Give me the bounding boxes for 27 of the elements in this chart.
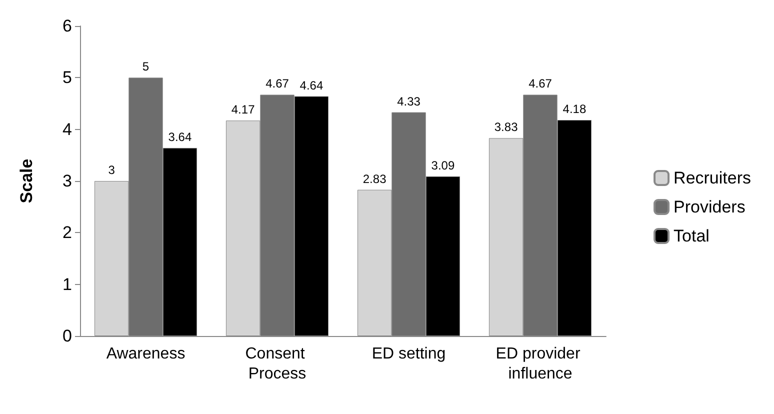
- data-label: 4.17: [231, 102, 256, 117]
- y-tick-label: 5: [62, 68, 72, 88]
- data-label: 4.67: [528, 76, 552, 91]
- legend-label: Recruiters: [674, 168, 752, 188]
- x-tick-label: ED provider influence: [496, 346, 585, 382]
- legend-label: Providers: [674, 198, 746, 216]
- y-tick-label: 1: [62, 274, 72, 294]
- y-tick-label: 4: [62, 120, 72, 139]
- data-label: 3: [108, 163, 116, 177]
- data-label: 5: [142, 60, 150, 74]
- y-tick-label: 0: [62, 326, 72, 346]
- x-tick-label: Awareness: [106, 346, 186, 362]
- data-label: 2.83: [362, 172, 387, 186]
- data-label: 4.64: [300, 78, 324, 92]
- data-label: 3.64: [168, 130, 192, 144]
- y-tick-label: 3: [62, 172, 72, 190]
- data-label: 4.67: [266, 76, 290, 91]
- x-tick-label: Consent Process: [245, 346, 310, 382]
- data-label: 4.33: [397, 94, 421, 108]
- y-tick-label: 2: [62, 223, 72, 242]
- y-axis-title: Scale: [17, 158, 36, 204]
- y-tick-label: 6: [62, 16, 72, 36]
- x-tick-label: ED setting: [372, 346, 446, 362]
- legend-label: Total: [674, 226, 710, 246]
- data-label: 3.09: [431, 158, 455, 172]
- data-label: 3.83: [494, 120, 518, 134]
- data-label: 4.18: [562, 102, 586, 116]
